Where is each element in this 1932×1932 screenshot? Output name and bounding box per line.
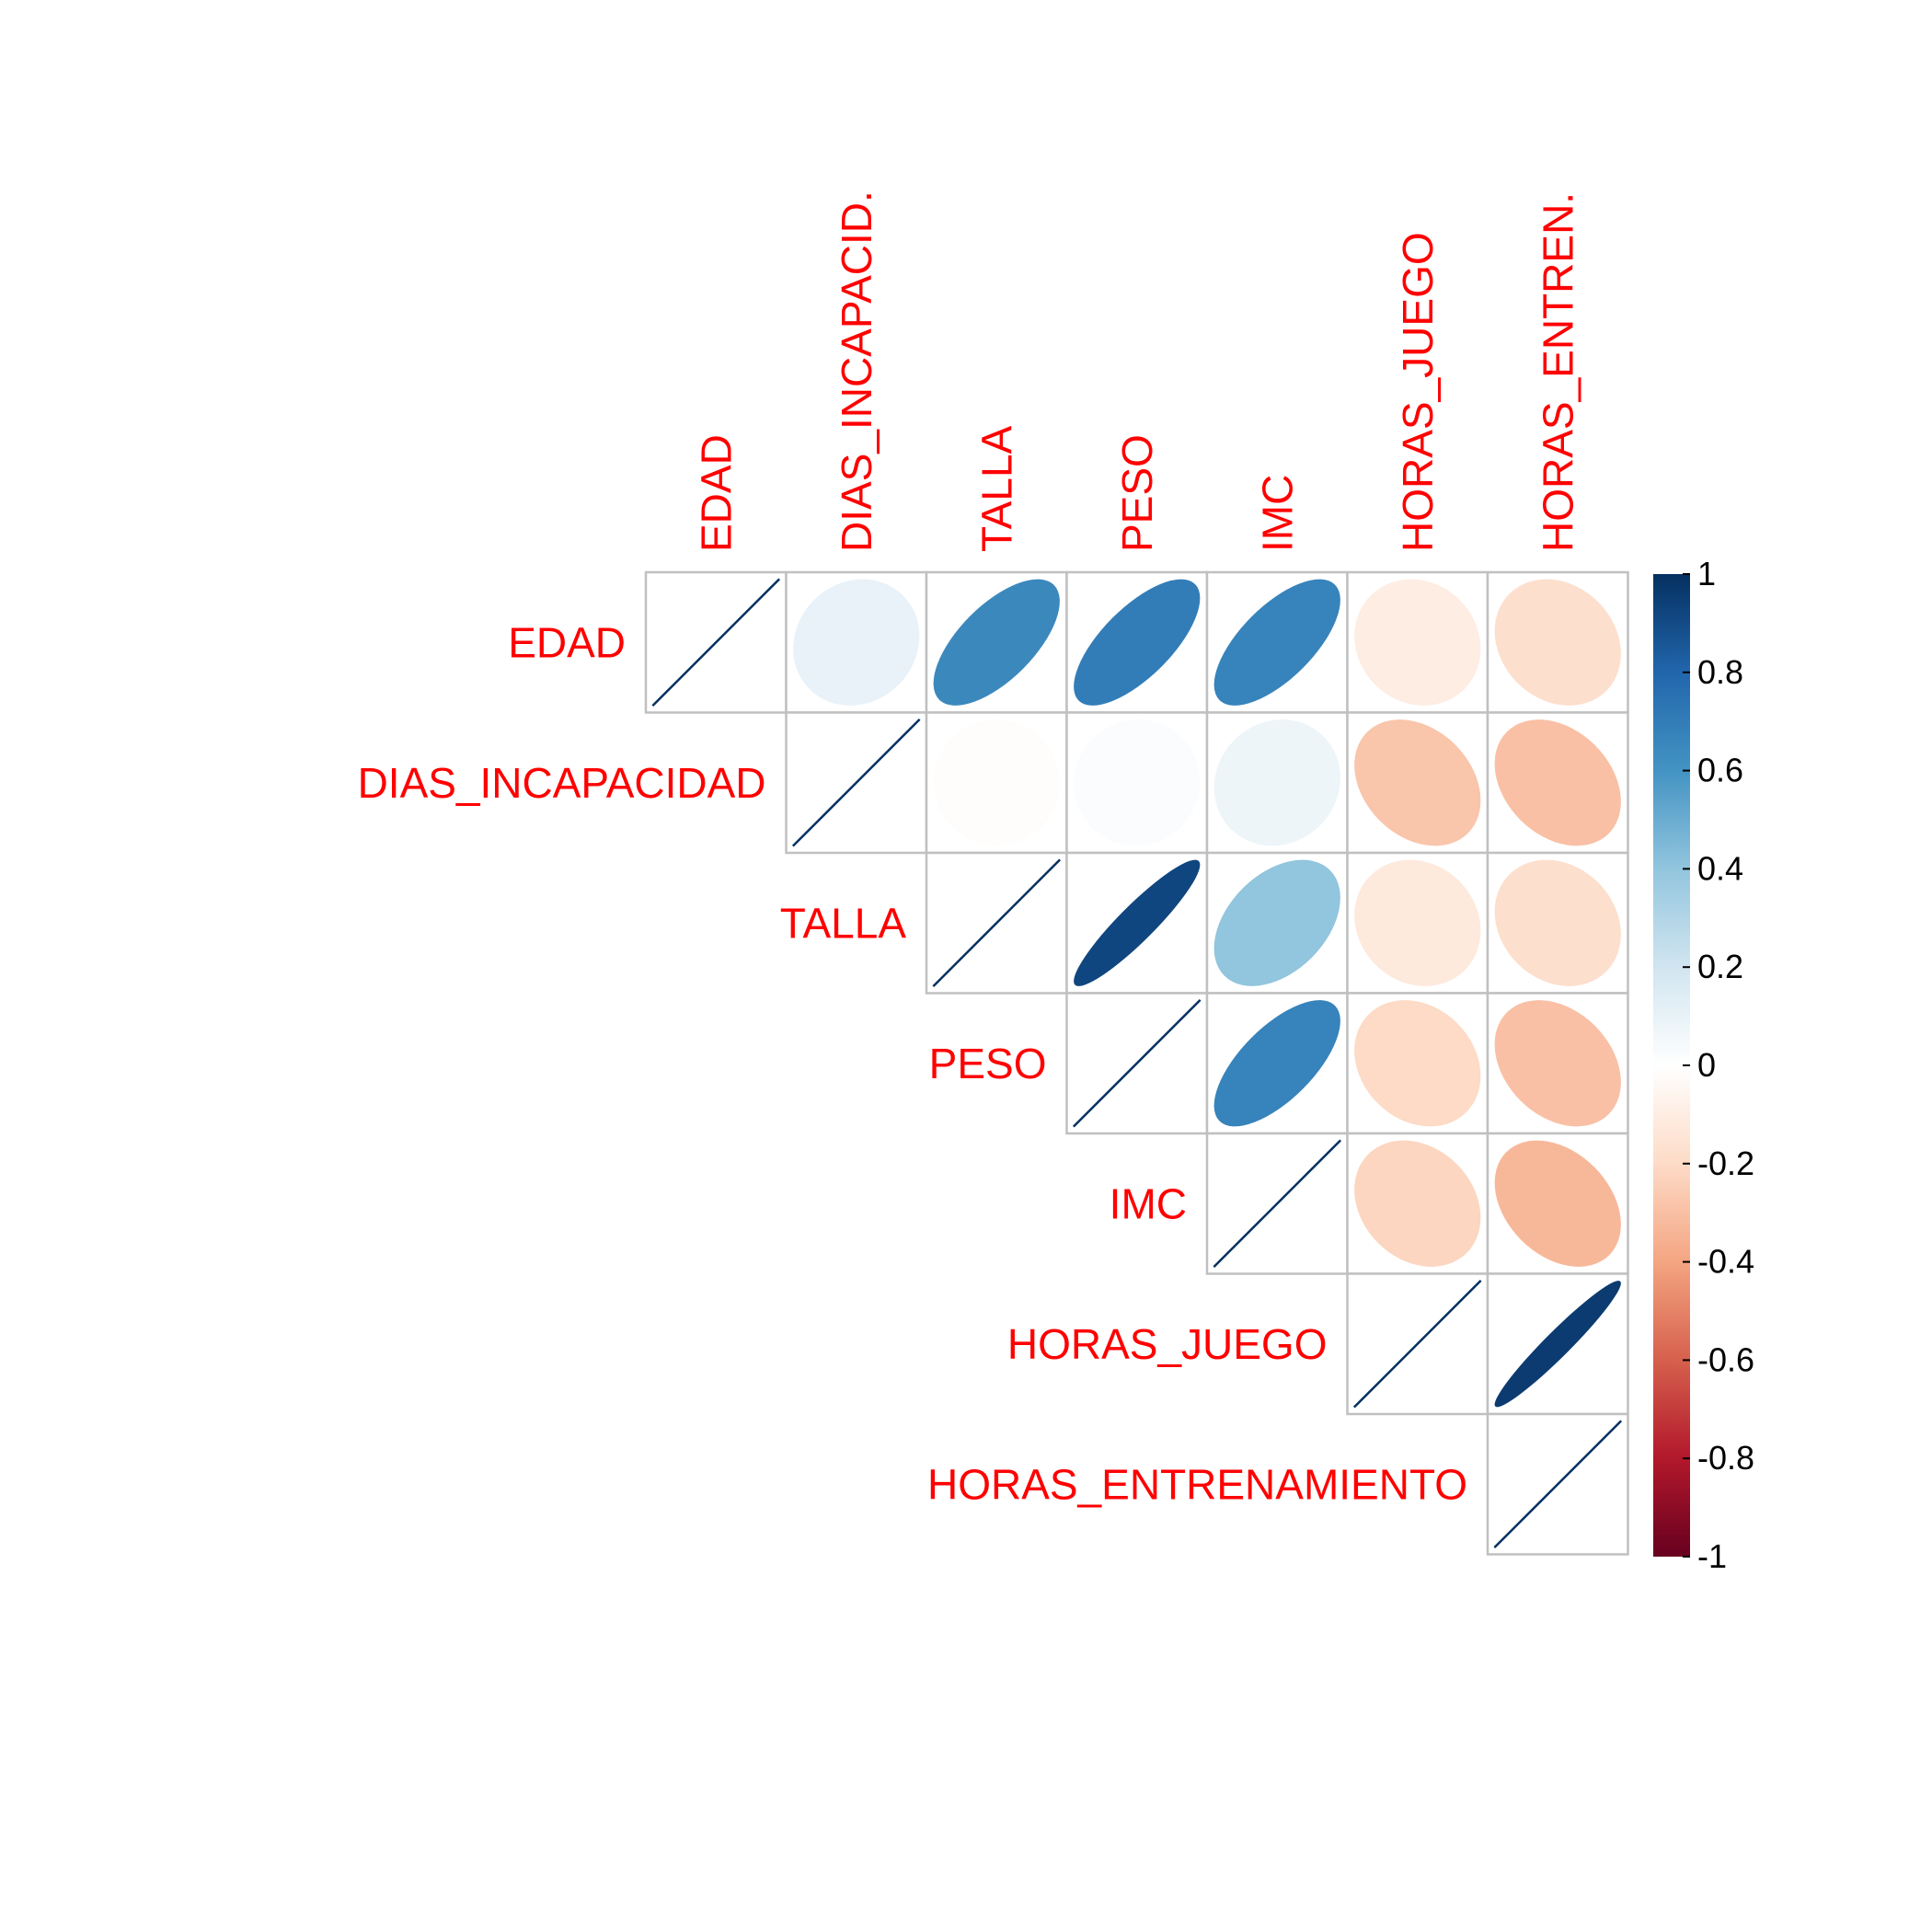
corr-cell bbox=[1486, 851, 1629, 995]
column-label: HORAS_ENTREN. bbox=[1534, 192, 1581, 552]
correlation-ellipse bbox=[1354, 1000, 1481, 1127]
row-label: PESO bbox=[929, 1040, 1047, 1087]
correlation-ellipse bbox=[1354, 859, 1481, 986]
corr-cell bbox=[925, 851, 1068, 995]
correlation-line bbox=[1352, 1279, 1482, 1409]
correlation-ellipse bbox=[1354, 1140, 1481, 1267]
row-label: IMC bbox=[1110, 1179, 1187, 1227]
corr-cell bbox=[785, 711, 928, 855]
row-labels: EDAD DIAS_INCAPACIDAD TALLA PESO IMC HORAS_JU… bbox=[358, 618, 1467, 1508]
corr-cell bbox=[1205, 711, 1349, 855]
correlation-ellipse bbox=[1213, 579, 1340, 706]
corr-cell bbox=[1065, 851, 1209, 995]
corr-cell bbox=[785, 570, 928, 714]
correlation-ellipse bbox=[1354, 719, 1481, 846]
color-legend-tick-label: -1 bbox=[1697, 1537, 1727, 1575]
correlation-line bbox=[932, 858, 1062, 988]
correlation-ellipse bbox=[933, 719, 1060, 846]
corr-cell bbox=[1486, 1412, 1629, 1556]
row-label: HORAS_ENTRENAMIENTO bbox=[927, 1460, 1467, 1508]
column-label: HORAS_JUEGO bbox=[1394, 232, 1442, 552]
corr-cell bbox=[1065, 570, 1209, 714]
corr-cell bbox=[644, 570, 788, 714]
column-label: PESO bbox=[1113, 434, 1161, 552]
row-label: HORAS_JUEGO bbox=[1007, 1320, 1328, 1368]
correlation-ellipse bbox=[1494, 1000, 1621, 1127]
column-label: DIAS_INCAPACID. bbox=[833, 190, 880, 552]
corr-cell bbox=[1346, 1132, 1489, 1275]
column-label-group: EDAD DIAS_INCAPACID. TALLA PESO IMC HORAS_JUE… bbox=[692, 190, 1581, 552]
correlation-ellipse bbox=[933, 579, 1060, 706]
color-legend-tick-label: -0.8 bbox=[1697, 1439, 1754, 1477]
correlation-ellipse bbox=[1354, 579, 1481, 706]
column-label: IMC bbox=[1253, 475, 1301, 552]
color-legend-tick-label: 0.6 bbox=[1697, 752, 1743, 789]
row-label: EDAD bbox=[508, 618, 626, 666]
corr-cell bbox=[1065, 711, 1209, 855]
correlation-ellipse bbox=[1494, 579, 1621, 706]
correlation-line bbox=[791, 718, 921, 847]
corr-cell bbox=[1486, 992, 1629, 1135]
color-legend-tick-label: -0.6 bbox=[1697, 1340, 1754, 1378]
correlation-ellipse bbox=[1494, 719, 1621, 846]
corr-cell bbox=[1346, 1272, 1489, 1416]
column-label: EDAD bbox=[692, 434, 740, 552]
corr-cell bbox=[1346, 992, 1489, 1135]
correlation-line bbox=[651, 578, 781, 707]
color-legend-tick-label: 0.4 bbox=[1697, 849, 1743, 887]
color-legend-tick-label: 1 bbox=[1697, 555, 1716, 592]
color-legend-tick-label: 0.2 bbox=[1697, 948, 1743, 985]
corr-cell bbox=[1486, 1272, 1629, 1416]
correlation-ellipse bbox=[1213, 1000, 1340, 1127]
corr-cell bbox=[1205, 992, 1349, 1135]
corr-cell bbox=[1205, 570, 1349, 714]
color-legend-tick-label: 0.8 bbox=[1697, 653, 1743, 691]
correlation-line bbox=[1072, 998, 1202, 1128]
corr-cell bbox=[925, 711, 1068, 855]
correlation-line bbox=[1213, 1139, 1342, 1269]
corr-cell bbox=[1346, 711, 1489, 855]
row-label: DIAS_INCAPACIDAD bbox=[358, 759, 766, 807]
corr-cell bbox=[1346, 570, 1489, 714]
column-label: TALLA bbox=[972, 425, 1020, 552]
corr-cell bbox=[1486, 1132, 1629, 1275]
correlation-ellipse bbox=[1494, 859, 1621, 986]
correlation-ellipse bbox=[793, 579, 920, 706]
corr-cell bbox=[1486, 711, 1629, 855]
color-legend-tick-label: 0 bbox=[1697, 1046, 1716, 1084]
color-legend-tick-label: -0.4 bbox=[1697, 1243, 1754, 1281]
correlation-cells bbox=[644, 570, 1629, 1556]
corr-cell bbox=[1205, 1132, 1349, 1275]
correlation-ellipse bbox=[1213, 719, 1340, 846]
row-label: TALLA bbox=[780, 899, 907, 947]
correlation-ellipse bbox=[1074, 859, 1201, 986]
correlation-line bbox=[1493, 1420, 1623, 1549]
correlation-ellipse bbox=[1213, 859, 1340, 986]
corr-cell bbox=[1486, 570, 1629, 714]
color-legend-tick-label: -0.2 bbox=[1697, 1144, 1754, 1182]
correlation-ellipse bbox=[1074, 719, 1201, 846]
corr-cell bbox=[925, 570, 1068, 714]
color-legend-ticks: 1 0.8 0.6 0.4 0.2 0 -0.2 -0.4 -0.6 -0.8 -1 bbox=[1683, 555, 1754, 1575]
correlation-ellipse bbox=[1074, 579, 1201, 706]
corr-cell bbox=[1065, 992, 1209, 1135]
color-legend: 1 0.8 0.6 0.4 0.2 0 -0.2 -0.4 -0.6 -0.8 -1 bbox=[1653, 555, 1754, 1575]
correlation-ellipse bbox=[1494, 1140, 1621, 1267]
corr-cell bbox=[1205, 851, 1349, 995]
corr-cell bbox=[1346, 851, 1489, 995]
correlation-ellipse bbox=[1494, 1281, 1621, 1408]
column-labels: EDAD DIAS_INCAPACID. TALLA PESO IMC HORAS_JUE… bbox=[692, 190, 1581, 552]
